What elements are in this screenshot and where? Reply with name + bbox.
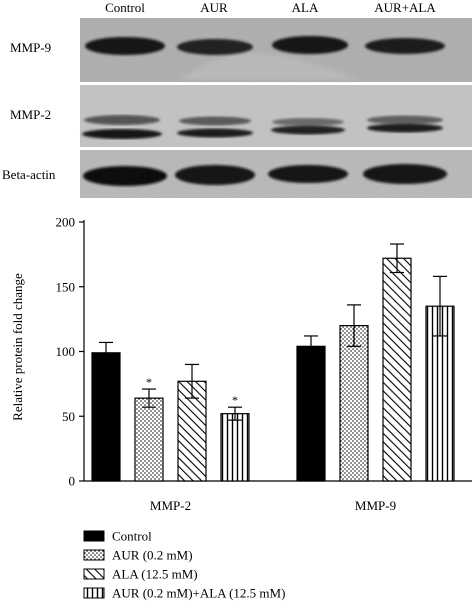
lane-label-aur-ala: AUR+ALA [374, 0, 436, 15]
legend-swatch [83, 568, 105, 580]
y-tick-label: 50 [62, 409, 75, 424]
x-tick-label: MMP-2 [150, 498, 191, 513]
chart-bars: ** [91, 243, 455, 482]
y-axis-label: Relative protein fold change [10, 273, 25, 421]
bar-chart: Relative protein fold change 0 50 100 150 20… [10, 215, 472, 513]
y-tick-label: 200 [56, 215, 76, 230]
blot-row-label-mmp2: MMP-2 [10, 107, 51, 122]
legend-label: ALA (12.5 mM) [112, 567, 198, 582]
error-bar [304, 335, 318, 358]
bar-mmp-9-series-2 [382, 257, 412, 482]
y-tick-label: 0 [69, 474, 76, 489]
error-bar [433, 275, 447, 337]
error-bar [347, 304, 361, 347]
western-blot-panel: Control AUR ALA AUR+ALA MMP-9 MMP-2 [2, 0, 472, 198]
y-tick-label: 100 [56, 344, 76, 359]
legend-item: Control [83, 529, 152, 544]
significance-marker: * [146, 375, 152, 389]
legend-swatch [83, 549, 105, 561]
blot-row-label-mmp9: MMP-9 [10, 40, 51, 55]
significance-marker: * [232, 393, 238, 407]
lane-label-aur: AUR [200, 0, 228, 15]
legend-label: AUR (0.2 mM) [112, 548, 193, 563]
error-bar [142, 388, 156, 408]
legend-swatch [83, 587, 105, 599]
lane-label-control: Control [105, 0, 145, 15]
bar-mmp-2-series-1 [134, 397, 164, 482]
bar-mmp-2-series-0 [91, 352, 121, 482]
legend-label: AUR (0.2 mM)+ALA (12.5 mM) [112, 586, 285, 601]
blot-strip-mmp2: MMP-2 [10, 85, 472, 147]
error-bar [228, 406, 242, 421]
blot-strip-beta-actin: Beta-actin [2, 150, 472, 198]
error-bar [185, 363, 199, 399]
blot-strip-mmp9: MMP-9 [10, 18, 472, 82]
legend-swatch [83, 530, 105, 542]
error-bar [390, 243, 404, 274]
x-tick-labels: MMP-2 MMP-9 [150, 498, 396, 513]
bar-mmp-9-series-1 [339, 325, 369, 482]
legend-label: Control [112, 529, 152, 544]
legend-item: AUR (0.2 mM) [83, 548, 193, 563]
bar-mmp-9-series-0 [296, 345, 326, 482]
y-tick-label: 150 [56, 279, 76, 294]
bar-mmp-2-series-3 [220, 413, 250, 482]
legend-item: AUR (0.2 mM)+ALA (12.5 mM) [83, 586, 285, 601]
legend: Control AUR (0.2 mM) ALA (12.5 mM) AUR (0.2… [83, 529, 285, 601]
lane-label-ala: ALA [292, 0, 319, 15]
legend-item: ALA (12.5 mM) [83, 567, 198, 582]
blot-row-label-beta-actin: Beta-actin [2, 167, 56, 182]
error-bar [99, 341, 113, 364]
x-tick-label: MMP-9 [355, 498, 396, 513]
